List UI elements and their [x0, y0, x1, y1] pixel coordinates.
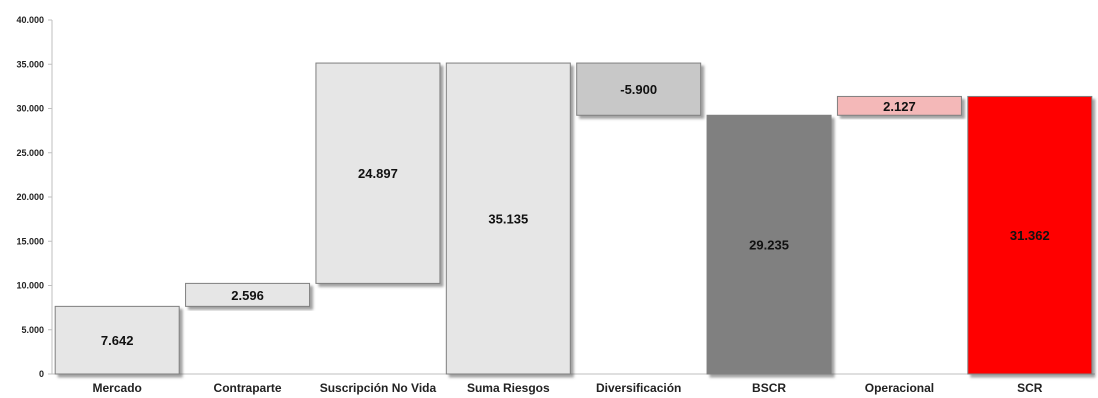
bar-scr [967, 95, 1093, 375]
data-label: 31.362 [1010, 228, 1050, 243]
chart-labels: Mercado 7.642 Contraparte 2.596 Suscripción … [93, 82, 1050, 395]
bar-mercado [54, 305, 180, 375]
category-label: SCR [1017, 381, 1043, 395]
category-label: Suscripción No Vida [320, 381, 437, 395]
y-tick-label: 35.000 [16, 59, 44, 69]
data-label: 35.135 [488, 212, 528, 227]
category-label: Suma Riesgos [467, 381, 550, 395]
data-label: -5.900 [620, 82, 657, 97]
bar-operacional [836, 95, 962, 116]
data-label: 24.897 [358, 166, 398, 181]
y-tick-label: 20.000 [16, 192, 44, 202]
y-tick-label: 5.000 [21, 325, 44, 335]
data-label: 2.596 [231, 288, 264, 303]
bar-suma-riesgos [445, 62, 571, 375]
bar-diversificaci-n [576, 62, 702, 116]
y-tick-label: 40.000 [16, 15, 44, 25]
bar-contraparte [185, 282, 311, 307]
category-label: Contraparte [214, 381, 282, 395]
chart-bars [54, 62, 1093, 375]
y-tick-label: 10.000 [16, 281, 44, 291]
y-tick-label: 0 [39, 369, 44, 379]
y-tick-label: 30.000 [16, 104, 44, 114]
y-tick-label: 15.000 [16, 236, 44, 246]
category-label: Operacional [865, 381, 934, 395]
y-tick-label: 25.000 [16, 148, 44, 158]
bar-suscripci-n-no-vida [315, 62, 441, 284]
data-label: 29.235 [749, 238, 789, 253]
category-label: Mercado [93, 381, 142, 395]
data-label: 7.642 [101, 333, 134, 348]
category-label: BSCR [752, 381, 786, 395]
category-label: Diversificación [596, 381, 681, 395]
bar-bscr [706, 114, 832, 375]
chart-axes: 0 5.000 10.000 15.000 20.000 25.000 30.000 35.0… [16, 15, 1095, 379]
data-label: 2.127 [883, 99, 916, 114]
